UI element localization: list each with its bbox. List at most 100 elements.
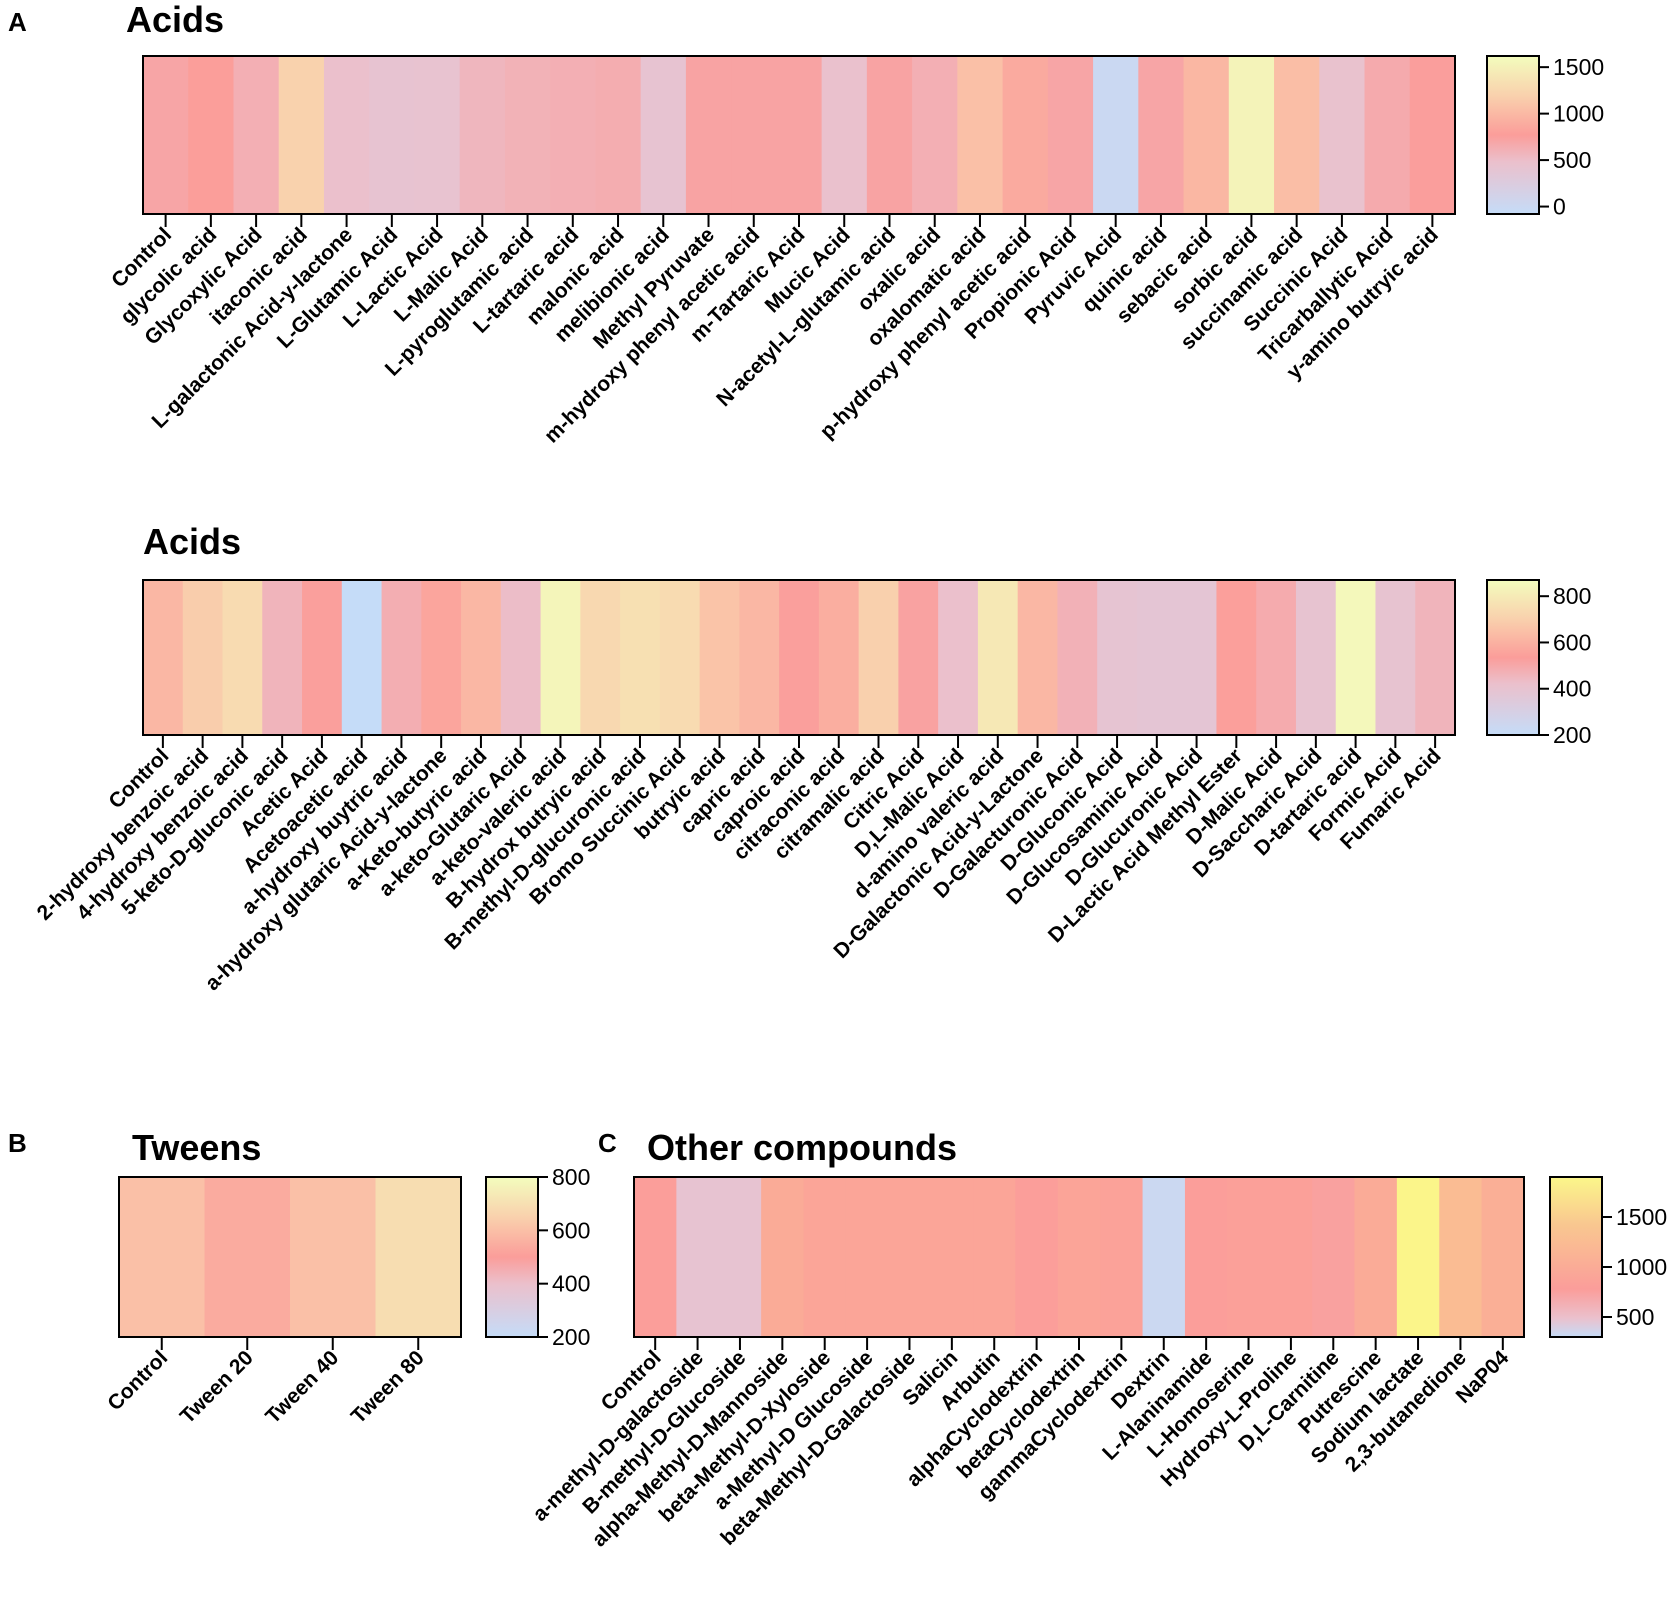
heatmap-cell-acetoacetic-acid (341, 580, 383, 735)
colorbar (1486, 579, 1540, 736)
colorbar (1486, 55, 1540, 215)
heatmap-cell-putrescine (1354, 1177, 1398, 1337)
heatmap-cell-l-pyroglutamic-acid (504, 56, 551, 214)
heatmap-cell-beta-methyl-d-xyloside (803, 1177, 847, 1337)
colorbar-tick-label: 800 (552, 1164, 590, 1190)
heatmap-cell-l-galactonic-acid-y-lactone (323, 56, 370, 214)
panel-letter-b: B (8, 1128, 27, 1158)
heatmap-cell-a-methyl-d-galactoside (676, 1177, 720, 1337)
heatmap-cell-betacyclodextrin (1057, 1177, 1101, 1337)
heatmap-cell-a-hydroxy-glutaric-acid-y-lactone (421, 580, 462, 735)
heatmap-cell-a-methyl-d-glucoside (845, 1177, 889, 1337)
colorbar-tick-label: 1000 (1553, 101, 1604, 127)
heatmap-cell-salicin (930, 1177, 974, 1337)
heatmap-cell-glycoxylic-acid (233, 56, 280, 214)
heatmap-frame (118, 1176, 462, 1338)
heatmap-cell-l-glutamic-acid (369, 56, 416, 214)
heatmap-cell-tween-80 (375, 1177, 462, 1337)
heatmap-cell-tween-40 (290, 1177, 377, 1337)
heatmap-cell-citraconic-acid (818, 580, 860, 735)
heatmap-cell-succinamic-acid (1274, 56, 1320, 214)
heatmap-cell-l-lactic-acid (414, 56, 461, 214)
colorbar-tick-label: 400 (1553, 676, 1591, 702)
heatmap-cell-sodium-lactate (1396, 1177, 1440, 1337)
heatmap-cell-formic-acid (1375, 580, 1416, 735)
colorbar-tick-label: 200 (1553, 722, 1591, 748)
heatmap-cell-control (119, 1177, 206, 1337)
heatmap-cell-d-galacturonic-acid (1057, 580, 1098, 735)
heatmap-cell-l-alaninamide (1184, 1177, 1228, 1337)
heatmap-cell-y-amino-butryic-acid (1409, 56, 1456, 214)
heatmap-cell-d-tartaric-acid (1335, 580, 1377, 735)
colorbar (1549, 1176, 1603, 1338)
heatmap-cell-d-glucosaminic-acid (1136, 580, 1178, 735)
heatmap-cell-l-tartaric-acid (550, 56, 597, 214)
x-tick-label-tween-40: Tween 40 (261, 1346, 343, 1428)
heatmap-cell-2-hydroxy-benzoic-acid (182, 580, 224, 735)
chart-title-other-compounds: Other compounds (647, 1127, 957, 1168)
heatmap-cell-tricarballytic-acid (1364, 56, 1411, 214)
x-tick-label-tween-20: Tween 20 (176, 1346, 258, 1428)
heatmap-cell-l-malic-acid (459, 56, 506, 214)
colorbar-tick-label: 500 (1616, 1304, 1654, 1330)
heatmap-cell-d-malic-acid (1256, 580, 1297, 735)
panel-letter-c: C (598, 1128, 617, 1158)
heatmap-cell-itaconic-acid (278, 56, 325, 214)
heatmap-cell-caproic-acid (779, 580, 820, 735)
heatmap-cell-bromo-succinic-acid (659, 580, 701, 735)
heatmap-cell-control (143, 580, 184, 735)
heatmap-cell-n-acetyl-l-glutamic-acid (866, 56, 913, 214)
heatmap-cell-mucic-acid (821, 56, 868, 214)
colorbar-tick-label: 0 (1553, 194, 1566, 220)
heatmap-cell-melibionic-acid (640, 56, 687, 214)
heatmap-other-compounds: Controla-methyl-D-galactosideB-methyl-D-… (528, 1176, 1667, 1551)
heatmap-cell-oxalomatic-acid (957, 56, 1004, 214)
colorbar-tick-label: 200 (552, 1324, 590, 1350)
heatmap-cell-d-amino-valeric-acid (977, 580, 1019, 735)
chart-title-acids-1: Acids (126, 0, 224, 40)
heatmap-cell-5-keto-d-gluconic-acid (262, 580, 303, 735)
heatmap-cell-sebacic-acid (1183, 56, 1230, 214)
heatmap-cell-succinic-acid (1319, 56, 1366, 214)
heatmap-cell-p-hydroxy-phenyl-acetic-acid (1002, 56, 1049, 214)
heatmap-cell-b-methyl-d-glucuronic-acid (620, 580, 661, 735)
heatmap-cell-d-gluconic-acid (1097, 580, 1138, 735)
heatmap-cell-sorbic-acid (1228, 56, 1275, 214)
colorbar-tick-label: 500 (1553, 147, 1591, 173)
heatmap-cell-glycolic-acid (188, 56, 235, 214)
heatmap-cell-a-keto-butyric-acid (461, 580, 502, 735)
chart-title-tweens: Tweens (132, 1127, 261, 1168)
heatmap-cell-beta-methyl-d-galactoside (888, 1177, 932, 1337)
heatmap-cell-quinic-acid (1138, 56, 1185, 214)
heatmap-cell-fumaric-acid (1415, 580, 1456, 735)
heatmap-cell-acetic-acid (302, 580, 343, 735)
colorbar-tick-label: 400 (552, 1271, 590, 1297)
heatmap-cell-m-tartaric-acid (776, 56, 823, 214)
colorbar (485, 1176, 539, 1338)
heatmap-cell-4-hydroxy-benzoic-acid (222, 580, 263, 735)
heatmap-cell-a-hydroxy-buytric-acid (381, 580, 422, 735)
heatmap-cell-m-hydroxy-phenyl-acetic-acid (731, 56, 777, 214)
heatmap-cell-d-l-carnitine (1312, 1177, 1356, 1337)
heatmap-cell-propionic-acid (1047, 56, 1094, 214)
heatmap-cell-methyl-pyruvate (685, 56, 732, 214)
heatmap-cell-hydroxy-l-proline (1269, 1177, 1313, 1337)
heatmap-cell-alphacyclodextrin (1015, 1177, 1059, 1337)
heatmap-cell-alpha-methyl-d-mannoside (761, 1177, 805, 1337)
heatmap-cell-b-methyl-d-glucoside (718, 1177, 762, 1337)
heatmap-cell-nap04 (1481, 1177, 1525, 1337)
colorbar-tick-label: 600 (1553, 629, 1591, 655)
heatmap-cell-oxalic-acid (912, 56, 958, 214)
chart-title-acids-2: Acids (143, 521, 241, 562)
heatmap-cell-d-l-malic-acid (938, 580, 979, 735)
heatmap-cell-dextrin (1142, 1177, 1186, 1337)
heatmap-cell-control (143, 56, 189, 214)
heatmap-cell-capric-acid (739, 580, 780, 735)
heatmap-cell-a-keto-glutaric-acid (500, 580, 542, 735)
heatmap-cell-control (634, 1177, 677, 1337)
colorbar-tick-label: 600 (552, 1217, 590, 1243)
x-tick-label-tween-80: Tween 80 (347, 1346, 429, 1428)
